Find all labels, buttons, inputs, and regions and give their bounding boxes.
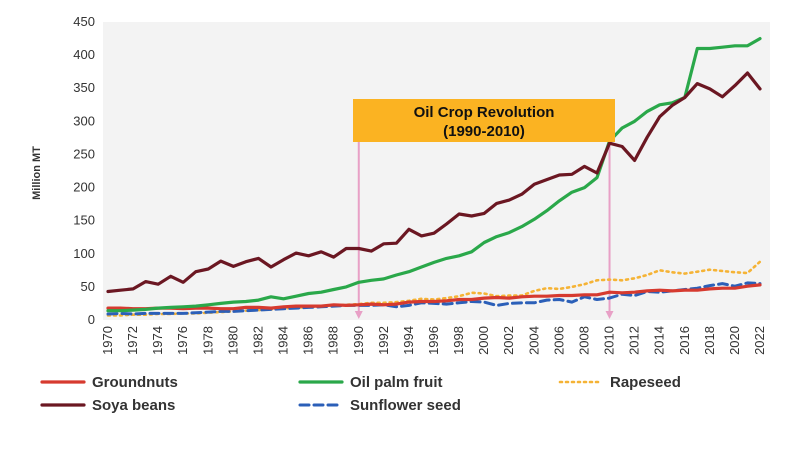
y-tick-label: 300 — [73, 113, 95, 128]
x-tick-label: 1988 — [326, 326, 341, 355]
x-tick-label: 2016 — [677, 326, 692, 355]
y-tick-label: 200 — [73, 180, 95, 195]
series-line-rapeseed — [106, 260, 762, 317]
x-tick-label: 1984 — [276, 326, 291, 355]
y-tick-label: 0 — [88, 312, 95, 327]
x-axis: 1970 1972 1974 1976 1978 1980 1982 1984 1986 1988… — [100, 326, 767, 355]
x-tick-label: 2022 — [752, 326, 767, 355]
plot-background — [103, 22, 770, 320]
x-tick-label: 1980 — [225, 326, 240, 355]
series-line-soya-beans — [106, 71, 762, 294]
legend-item-rapeseed: Rapeseed — [558, 374, 681, 391]
legend-label: Soya beans — [92, 397, 175, 414]
series-line-groundnuts — [106, 283, 762, 311]
annotation-marker-arrow — [605, 311, 614, 319]
x-tick-label: 1976 — [175, 326, 190, 355]
x-tick-label: 1998 — [451, 326, 466, 355]
x-tick-label: 1996 — [426, 326, 441, 355]
y-axis-label: Million MT — [31, 146, 43, 200]
x-tick-label: 2020 — [727, 326, 742, 355]
y-tick-label: 150 — [73, 213, 95, 228]
y-tick-label: 50 — [81, 279, 95, 294]
x-tick-label: 1986 — [301, 326, 316, 355]
x-tick-label: 1972 — [125, 326, 140, 355]
legend-item-soya-beans: Soya beans — [40, 397, 175, 414]
legend-label: Rapeseed — [610, 374, 681, 391]
legend-label: Oil palm fruit — [350, 374, 443, 391]
x-tick-label: 1992 — [376, 326, 391, 355]
annotation-box: Oil Crop Revolution (1990-2010) — [353, 99, 615, 142]
legend-item-sunflower-seed: Sunflower seed — [298, 397, 461, 414]
legend-item-groundnuts: Groundnuts — [40, 374, 178, 391]
x-tick-label: 2004 — [526, 326, 541, 355]
y-tick-label: 250 — [73, 146, 95, 161]
x-tick-label: 1990 — [351, 326, 366, 355]
x-tick-label: 1994 — [401, 326, 416, 355]
series-lines — [106, 36, 762, 317]
x-tick-label: 2008 — [576, 326, 591, 355]
legend-item-oil-palm-fruit: Oil palm fruit — [298, 374, 443, 391]
x-tick-label: 2002 — [501, 326, 516, 355]
y-axis: 0 50 100 150 200 250 300 350 400 450 — [73, 14, 95, 327]
annotation-box-background — [353, 99, 615, 142]
x-tick-label: 1978 — [200, 326, 215, 355]
annotation-marker-arrow — [354, 311, 363, 319]
x-tick-label: 2010 — [602, 326, 617, 355]
y-tick-label: 400 — [73, 47, 95, 62]
y-tick-label: 100 — [73, 246, 95, 261]
x-tick-label: 1974 — [150, 326, 165, 355]
series-line-oil-palm-fruit — [106, 36, 762, 313]
x-tick-label: 1982 — [250, 326, 265, 355]
legend: Groundnuts Oil palm fruit Rapeseed Soya bea… — [40, 374, 681, 414]
y-tick-label: 450 — [73, 14, 95, 29]
x-tick-label: 2000 — [476, 326, 491, 355]
legend-label: Groundnuts — [92, 374, 178, 391]
x-tick-label: 2012 — [627, 326, 642, 355]
annotation-period: (1990-2010) — [443, 123, 525, 140]
y-tick-label: 350 — [73, 80, 95, 95]
annotation-title: Oil Crop Revolution — [414, 104, 555, 121]
legend-label: Sunflower seed — [350, 397, 461, 414]
x-tick-label: 2006 — [551, 326, 566, 355]
x-tick-label: 2014 — [652, 326, 667, 355]
x-tick-label: 2018 — [702, 326, 717, 355]
annotation-markers — [354, 142, 614, 319]
x-tick-label: 1970 — [100, 326, 115, 355]
